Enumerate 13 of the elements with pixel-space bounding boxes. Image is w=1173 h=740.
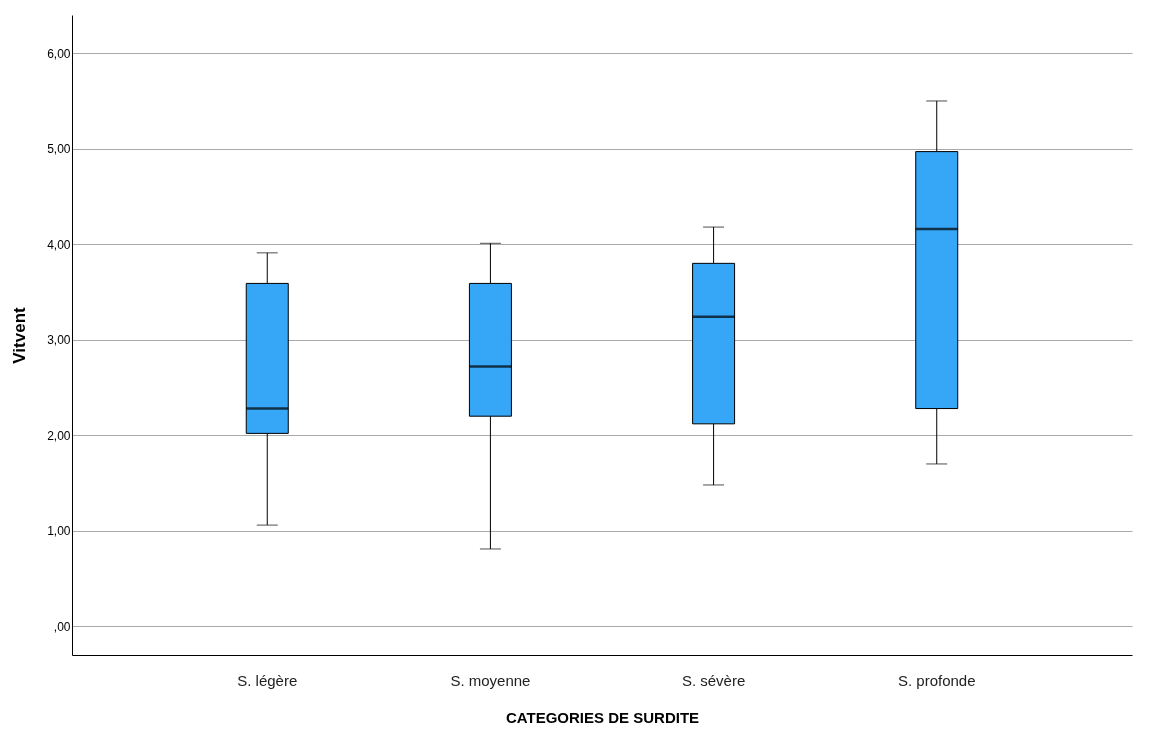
y-tick-label: 6,00: [47, 46, 71, 61]
x-tick-label: S. profonde: [897, 671, 976, 689]
y-tick-label: 4,00: [47, 237, 71, 252]
y-axis-title: Vitvent: [10, 306, 30, 364]
y-tick-label: 2,00: [47, 428, 71, 443]
y-tick-label: 5,00: [47, 142, 71, 157]
y-tick-label: ,00: [53, 619, 71, 634]
y-tick-label: 1,00: [47, 524, 71, 539]
x-tick-label: S. moyenne: [450, 671, 531, 689]
x-axis-title: CATEGORIES DE SURDITE: [505, 708, 700, 726]
y-tick-label: 3,00: [47, 333, 71, 348]
x-tick-label: S. légère: [237, 671, 298, 689]
x-tick-label: S. sévère: [681, 671, 746, 689]
